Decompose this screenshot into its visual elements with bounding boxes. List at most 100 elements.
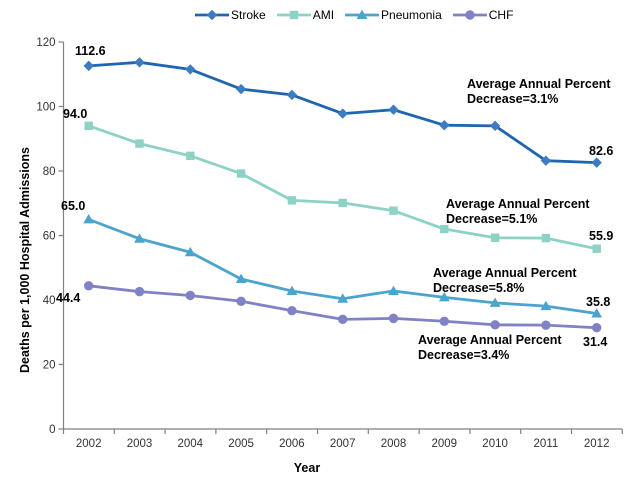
marker-diamond: [591, 157, 602, 168]
y-tick-label: 40: [43, 295, 56, 307]
x-tick-label: 2005: [228, 438, 254, 450]
annotation-ami-line1: Average Annual Percent: [446, 197, 590, 211]
legend-swatch-diamond-icon: [195, 9, 229, 21]
marker-triangle: [356, 9, 368, 19]
marker-circle: [490, 320, 500, 330]
marker-circle: [338, 314, 348, 325]
series-stroke: [83, 57, 602, 168]
series-pneumonia: [83, 213, 603, 318]
annotation-stroke: Average Annual Percent Decrease=3.1%: [467, 77, 611, 107]
y-axis-title: Deaths per 1,000 Hospital Admissions: [18, 146, 32, 374]
marker-diamond: [286, 89, 298, 101]
marker-square: [289, 10, 298, 20]
legend-label: Stroke: [231, 8, 266, 22]
legend-item-stroke: Stroke: [194, 8, 266, 22]
marker-diamond: [185, 64, 196, 75]
marker-triangle: [438, 292, 450, 302]
marker-circle: [134, 286, 145, 297]
y-tick-label: 100: [36, 102, 55, 114]
annotation-pneumonia: Average Annual Percent Decrease=5.8%: [433, 266, 577, 296]
marker-diamond: [439, 120, 450, 131]
data-label-stroke-2012: 82.6: [589, 144, 614, 158]
marker-square: [592, 244, 601, 253]
x-tick-label: 2009: [432, 438, 458, 450]
marker-circle: [592, 323, 602, 333]
data-label-chf-2012: 31.4: [583, 335, 608, 349]
marker-circle: [185, 290, 195, 301]
marker-diamond: [489, 120, 501, 132]
marker-square: [440, 224, 449, 234]
legend-item-chf: CHF: [452, 8, 514, 22]
data-label-ami-2012: 55.9: [589, 229, 614, 243]
marker-circle: [465, 10, 475, 20]
marker-circle: [388, 313, 399, 324]
marker-triangle: [83, 213, 95, 224]
x-tick-label: 2010: [482, 438, 508, 450]
marker-triangle: [286, 285, 298, 295]
marker-diamond: [235, 83, 247, 95]
marker-square: [135, 139, 144, 148]
legend-item-pneumonia: Pneumonia: [344, 8, 442, 22]
marker-circle: [236, 296, 246, 306]
marker-triangle: [540, 300, 552, 311]
legend-label: Pneumonia: [381, 8, 442, 22]
data-label-ami-2002: 94.0: [63, 107, 88, 121]
marker-circle: [541, 320, 551, 330]
marker-square: [541, 233, 551, 243]
annotation-chf-line2: Decrease=3.4%: [418, 348, 510, 362]
data-label-pneumonia-2002: 65.0: [61, 199, 86, 213]
y-tick-label: 120: [36, 37, 55, 49]
annotation-ami-line2: Decrease=5.1%: [446, 212, 538, 226]
data-label-pneumonia-2012: 35.8: [586, 295, 611, 309]
marker-diamond: [206, 9, 218, 21]
marker-diamond: [540, 155, 552, 166]
marker-square: [287, 196, 297, 205]
x-tick-label: 2003: [127, 438, 153, 450]
x-tick-label: 2006: [279, 438, 305, 450]
legend-swatch-triangle-icon: [345, 9, 380, 19]
x-tick-label: 2007: [330, 438, 356, 450]
marker-diamond: [134, 57, 145, 68]
marker-circle: [287, 305, 297, 316]
x-tick-label: 2011: [534, 438, 559, 450]
marker-diamond: [388, 104, 399, 115]
marker-triangle: [184, 246, 196, 257]
marker-square: [236, 169, 246, 178]
x-tick-label: 2012: [584, 438, 610, 450]
x-tick-label: 2008: [381, 438, 407, 450]
data-label-chf-2002: 44.4: [56, 291, 81, 305]
x-axis-title: Year: [293, 461, 321, 475]
data-label-stroke-2002: 112.6: [75, 44, 106, 58]
annotation-chf-line1: Average Annual Percent: [418, 333, 562, 347]
marker-triangle: [235, 273, 247, 284]
marker-circle: [84, 281, 94, 291]
series-chf: [84, 281, 602, 333]
y-tick-label: 60: [43, 231, 56, 243]
marker-triangle: [591, 308, 603, 318]
x-tick-label: 2002: [76, 438, 102, 450]
x-tick-label: 2004: [178, 438, 204, 450]
marker-square: [186, 151, 195, 161]
marker-triangle: [388, 285, 399, 295]
marker-square: [490, 233, 500, 242]
annotation-pneumonia-line1: Average Annual Percent: [433, 266, 577, 280]
y-tick-label: 0: [49, 424, 55, 436]
legend-swatch-square-icon: [276, 10, 311, 20]
annotation-chf: Average Annual Percent Decrease=3.4%: [418, 333, 562, 363]
annotation-ami: Average Annual Percent Decrease=5.1%: [446, 197, 590, 227]
series-ami: [84, 121, 601, 253]
marker-square: [84, 121, 93, 131]
legend-label: CHF: [488, 8, 514, 22]
marker-circle: [439, 316, 449, 326]
marker-triangle: [489, 297, 501, 307]
marker-triangle: [337, 293, 349, 303]
annotation-stroke-line2: Decrease=3.1%: [467, 92, 559, 106]
marker-diamond: [83, 60, 94, 72]
y-tick-label: 20: [43, 360, 56, 372]
annotation-stroke-line1: Average Annual Percent: [467, 77, 611, 91]
marker-square: [389, 206, 398, 215]
marker-triangle: [134, 233, 145, 243]
marker-diamond: [337, 108, 348, 119]
legend-item-ami: AMI: [276, 8, 334, 22]
